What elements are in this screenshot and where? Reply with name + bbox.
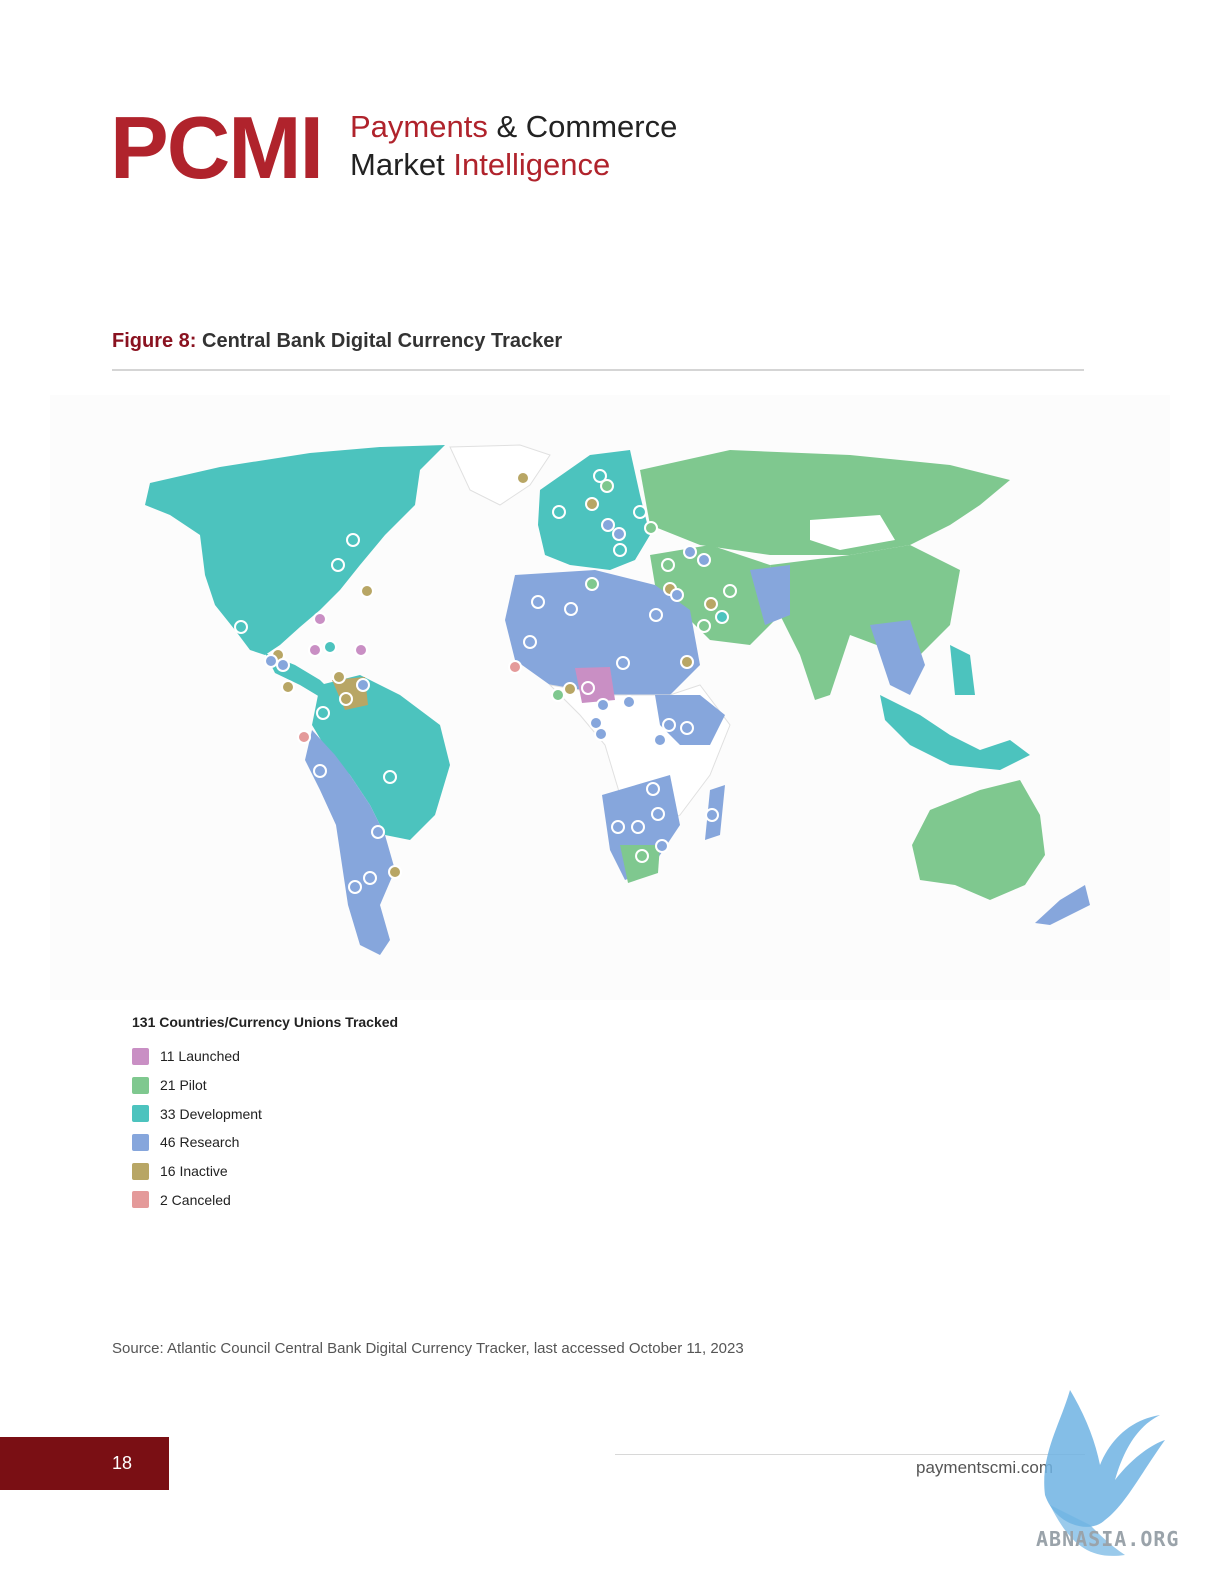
figure-divider	[112, 369, 1084, 371]
legend-item: 2 Canceled	[132, 1185, 398, 1214]
map-legend: 131 Countries/Currency Unions Tracked 11…	[132, 1014, 398, 1214]
map-north-africa	[505, 570, 700, 695]
logo-mark: PCMI	[110, 98, 324, 197]
map-east-africa	[655, 695, 725, 745]
map-south-america-south	[305, 730, 395, 955]
map-australia	[912, 780, 1045, 900]
legend-item: 46 Research	[132, 1128, 398, 1157]
map-greenland	[449, 444, 551, 506]
figure-title: Figure 8: Central Bank Digital Currency …	[112, 330, 562, 353]
map-mongolia	[810, 515, 895, 550]
page-number-box: 18	[0, 1437, 169, 1490]
legend-label: 21 Pilot	[160, 1077, 207, 1094]
map-southeast-asia	[870, 620, 925, 695]
canceled-swatch	[132, 1191, 149, 1209]
map-pakistan	[750, 565, 790, 625]
map-russia	[640, 450, 1010, 555]
map-south-america-north	[312, 675, 450, 840]
map-north-america	[145, 445, 445, 655]
map-status-markers	[234, 469, 737, 894]
research-swatch	[132, 1133, 149, 1151]
map-south-africa	[620, 845, 660, 883]
figure-number: Figure 8:	[112, 330, 197, 352]
footer-url-link[interactable]: paymentscmi.com	[916, 1458, 1053, 1477]
development-swatch	[132, 1105, 149, 1123]
legend-title: 131 Countries/Currency Unions Tracked	[132, 1014, 399, 1030]
legend-label: 11 Launched	[160, 1048, 240, 1065]
logo-word-payments: Payments	[350, 109, 488, 144]
logo-word-intelligence: Intelligence	[453, 147, 611, 182]
map-new-zealand	[1035, 885, 1090, 925]
logo-word-commerce: & Commerce	[487, 109, 678, 144]
map-china-india	[770, 545, 960, 700]
launched-swatch	[132, 1047, 149, 1065]
figure-title-text: Central Bank Digital Currency Tracker	[196, 330, 563, 352]
legend-label: 46 Research	[160, 1134, 240, 1151]
pilot-swatch	[132, 1076, 149, 1094]
map-nigeria	[575, 667, 615, 703]
footer-divider	[615, 1454, 1085, 1455]
legend-label: 2 Canceled	[160, 1191, 231, 1208]
inactive-swatch	[132, 1162, 149, 1180]
watermark-text: ABNASIA.ORG	[1036, 1527, 1180, 1551]
logo-wordmark: Payments & Commerce Market Intelligence	[350, 108, 677, 184]
map-indonesia	[880, 695, 1030, 770]
legend-item: 16 Inactive	[132, 1157, 398, 1186]
legend-item: 21 Pilot	[132, 1071, 398, 1100]
legend-item: 11 Launched	[132, 1042, 398, 1071]
source-note: Source: Atlantic Council Central Bank Di…	[112, 1340, 744, 1357]
griffin-logo-icon	[1044, 1390, 1165, 1556]
map-middle-east	[650, 545, 780, 645]
logo-word-market: Market	[350, 147, 454, 182]
legend-item: 33 Development	[132, 1099, 398, 1128]
world-map-graphic	[145, 444, 1090, 955]
legend-label: 16 Inactive	[160, 1163, 228, 1180]
page-number: 18	[112, 1453, 133, 1473]
legend-items: 11 Launched 21 Pilot 33 Development 46 Rese…	[132, 1042, 398, 1214]
map-philippines	[950, 645, 975, 695]
legend-label: 33 Development	[160, 1105, 262, 1122]
cbdc-world-map	[50, 395, 1170, 1000]
